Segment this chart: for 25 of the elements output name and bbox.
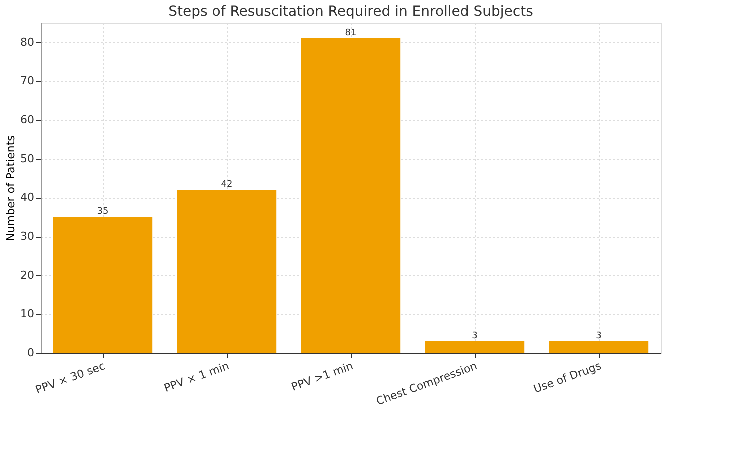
y-axis-title: Number of Patients bbox=[4, 135, 18, 242]
chart-title: Steps of Resuscitation Required in Enrolled Subjects bbox=[168, 4, 534, 20]
data-label: 35 bbox=[97, 207, 109, 218]
y-tick-label: 40 bbox=[20, 191, 34, 204]
y-tick-label: 70 bbox=[20, 74, 34, 88]
x-tick-label: Use of Drugs bbox=[532, 359, 604, 396]
bar bbox=[301, 38, 401, 353]
data-label: 42 bbox=[221, 180, 233, 190]
y-tick-label: 50 bbox=[20, 152, 34, 166]
bar bbox=[425, 341, 525, 353]
bar bbox=[53, 217, 153, 353]
data-label: 81 bbox=[345, 28, 357, 39]
bar bbox=[549, 341, 649, 353]
y-tick-label: 20 bbox=[20, 268, 34, 282]
data-label: 3 bbox=[596, 331, 602, 342]
y-tick-label: 0 bbox=[28, 346, 34, 360]
y-tick-label: 10 bbox=[20, 308, 34, 321]
y-tick-label: 60 bbox=[20, 114, 34, 127]
data-label: 3 bbox=[472, 331, 478, 342]
bar bbox=[177, 190, 277, 353]
x-tick-label: PPV >1 min bbox=[290, 360, 356, 394]
x-tick-label: PPV × 30 sec bbox=[34, 360, 108, 397]
y-tick-label: 30 bbox=[20, 230, 34, 244]
y-tick-label: 80 bbox=[20, 36, 34, 49]
x-tick-label: PPV × 1 min bbox=[162, 360, 232, 396]
